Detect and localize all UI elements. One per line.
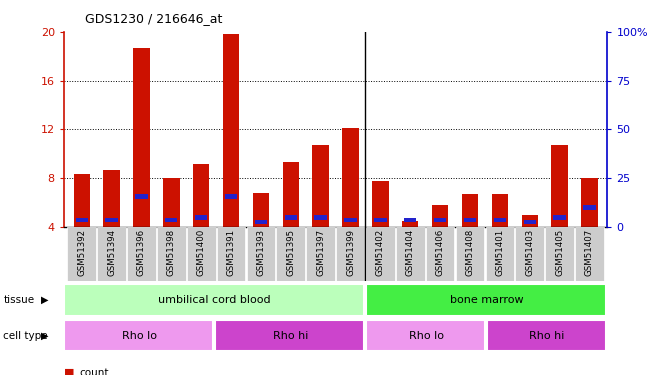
- Bar: [342, 128, 359, 227]
- Bar: [76, 218, 88, 222]
- Text: Rho hi: Rho hi: [529, 331, 564, 340]
- Text: GSM51396: GSM51396: [137, 228, 146, 276]
- Bar: [307, 227, 335, 281]
- Bar: [434, 218, 447, 222]
- Bar: [314, 215, 327, 220]
- Bar: [68, 227, 96, 281]
- Bar: [464, 218, 476, 222]
- Bar: [215, 320, 364, 351]
- Bar: [163, 178, 180, 227]
- Bar: [64, 285, 364, 315]
- Text: tissue: tissue: [3, 295, 35, 305]
- Bar: [105, 218, 118, 222]
- Bar: [492, 194, 508, 227]
- Bar: [195, 215, 208, 220]
- Text: GSM51400: GSM51400: [197, 228, 206, 276]
- Text: GSM51397: GSM51397: [316, 228, 325, 276]
- Bar: [64, 320, 213, 351]
- Bar: [367, 285, 605, 315]
- Text: Rho lo: Rho lo: [409, 331, 444, 340]
- Text: GSM51407: GSM51407: [585, 228, 594, 276]
- Bar: [104, 170, 120, 227]
- Bar: [516, 227, 544, 281]
- Text: Rho lo: Rho lo: [122, 331, 157, 340]
- Text: cell type: cell type: [3, 331, 48, 340]
- Bar: [74, 174, 90, 227]
- Bar: [486, 227, 514, 281]
- Text: GSM51405: GSM51405: [555, 228, 564, 276]
- Bar: [402, 221, 419, 227]
- Bar: [426, 227, 454, 281]
- Bar: [225, 194, 237, 199]
- Bar: [523, 220, 536, 224]
- Bar: [493, 218, 506, 222]
- Bar: [165, 218, 178, 222]
- Text: GSM51395: GSM51395: [286, 228, 296, 276]
- Text: Rho hi: Rho hi: [273, 331, 308, 340]
- Text: umbilical cord blood: umbilical cord blood: [158, 295, 271, 305]
- Bar: [487, 320, 605, 351]
- Bar: [575, 227, 603, 281]
- Bar: [374, 218, 387, 222]
- Bar: [344, 218, 357, 222]
- Bar: [284, 215, 297, 220]
- Text: ▶: ▶: [41, 295, 49, 305]
- Text: ■: ■: [64, 368, 74, 375]
- Bar: [551, 145, 568, 227]
- Text: GSM51399: GSM51399: [346, 228, 355, 276]
- Bar: [283, 162, 299, 227]
- Bar: [462, 194, 478, 227]
- Text: GSM51403: GSM51403: [525, 228, 534, 276]
- Bar: [546, 227, 574, 281]
- Bar: [583, 205, 596, 210]
- Text: bone marrow: bone marrow: [450, 295, 523, 305]
- Bar: [456, 227, 484, 281]
- Text: GSM51394: GSM51394: [107, 228, 116, 276]
- Bar: [193, 164, 210, 227]
- Bar: [253, 193, 269, 227]
- Bar: [133, 48, 150, 227]
- Bar: [255, 220, 267, 224]
- Bar: [553, 215, 566, 220]
- Bar: [372, 181, 389, 227]
- Bar: [581, 178, 598, 227]
- Text: GDS1230 / 216646_at: GDS1230 / 216646_at: [85, 12, 222, 25]
- Bar: [366, 227, 395, 281]
- Bar: [312, 145, 329, 227]
- Bar: [277, 227, 305, 281]
- Bar: [127, 227, 156, 281]
- Text: GSM51398: GSM51398: [167, 228, 176, 276]
- Text: count: count: [79, 368, 109, 375]
- Bar: [97, 227, 126, 281]
- Bar: [223, 34, 240, 227]
- Bar: [187, 227, 215, 281]
- Text: GSM51404: GSM51404: [406, 228, 415, 276]
- Bar: [336, 227, 365, 281]
- Text: GSM51391: GSM51391: [227, 228, 236, 276]
- Bar: [157, 227, 186, 281]
- Bar: [135, 194, 148, 199]
- Bar: [432, 205, 449, 227]
- Text: GSM51406: GSM51406: [436, 228, 445, 276]
- Text: GSM51402: GSM51402: [376, 228, 385, 276]
- Bar: [367, 320, 485, 351]
- Bar: [521, 214, 538, 227]
- Text: GSM51392: GSM51392: [77, 228, 86, 276]
- Bar: [247, 227, 275, 281]
- Bar: [404, 218, 417, 222]
- Bar: [396, 227, 424, 281]
- Text: GSM51401: GSM51401: [495, 228, 505, 276]
- Text: ▶: ▶: [41, 331, 49, 340]
- Text: GSM51408: GSM51408: [465, 228, 475, 276]
- Bar: [217, 227, 245, 281]
- Text: GSM51393: GSM51393: [256, 228, 266, 276]
